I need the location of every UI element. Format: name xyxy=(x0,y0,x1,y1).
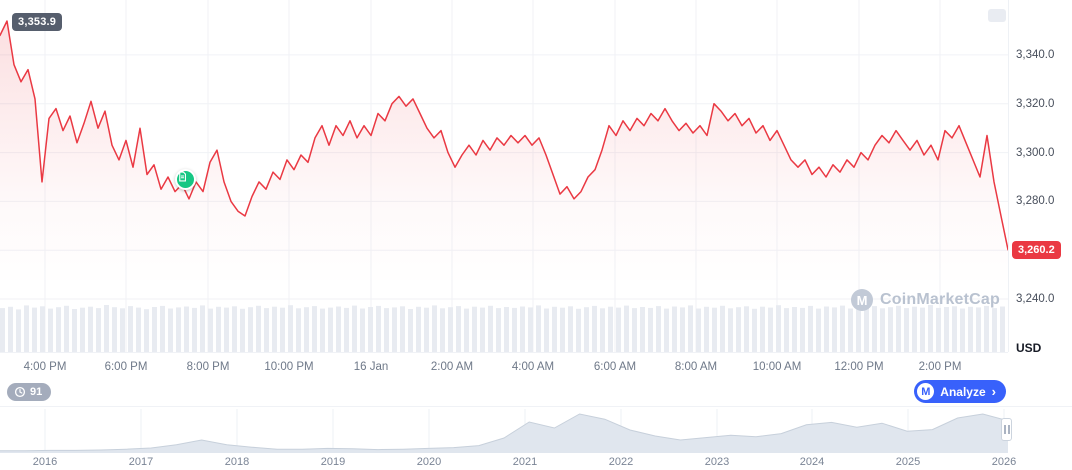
year-tick-label: 2026 xyxy=(991,456,1017,468)
time-tick-label: 12:00 PM xyxy=(834,361,884,373)
chart-corner-handle xyxy=(988,9,1006,22)
price-tick-label: 3,240.0 xyxy=(1016,293,1055,306)
time-tick-label: 4:00 AM xyxy=(511,361,555,373)
year-tick-label: 2023 xyxy=(704,456,730,468)
scrubber-handle[interactable] xyxy=(1001,418,1012,441)
analyze-button[interactable]: M Analyze › xyxy=(914,380,1006,403)
year-tick-label: 2024 xyxy=(799,456,825,468)
year-tick-label: 2020 xyxy=(416,456,442,468)
time-tick-label: 2:00 PM xyxy=(918,361,962,373)
time-tick-label: 10:00 AM xyxy=(752,361,802,373)
chart-controls-row: 91 M Analyze › xyxy=(0,379,1072,406)
chevron-right-icon: › xyxy=(991,384,996,399)
year-tick-label: 2016 xyxy=(32,456,58,468)
time-tick-label: 16 Jan xyxy=(353,361,389,373)
history-mini-chart xyxy=(0,409,1008,453)
price-chart-plot[interactable]: 3,353.9 M CoinMarketCap xyxy=(0,0,1008,353)
currency-label: USD xyxy=(1016,341,1042,355)
watermark-text: CoinMarketCap xyxy=(880,291,1000,308)
time-tick-label: 8:00 PM xyxy=(186,361,230,373)
analyze-label: Analyze xyxy=(940,384,986,399)
annotations-count-badge[interactable]: 91 xyxy=(7,383,52,401)
time-tick-label: 8:00 AM xyxy=(674,361,718,373)
price-tick-label: 3,340.0 xyxy=(1016,48,1055,61)
year-tick-label: 2018 xyxy=(224,456,250,468)
coinmarketcap-watermark: M CoinMarketCap xyxy=(851,289,1000,311)
year-tick-label: 2022 xyxy=(608,456,634,468)
current-price-badge: 3,260.2 xyxy=(1012,240,1061,259)
year-tick-label: 2019 xyxy=(320,456,346,468)
time-tick-label: 4:00 PM xyxy=(23,361,67,373)
year-tick-label: 2021 xyxy=(512,456,538,468)
time-tick-label: 2:00 AM xyxy=(430,361,474,373)
time-tick-label: 6:00 AM xyxy=(593,361,637,373)
price-tick-label: 3,300.0 xyxy=(1016,146,1055,159)
price-tick-label: 3,320.0 xyxy=(1016,97,1055,110)
annotations-count: 91 xyxy=(30,386,43,398)
coinmarketcap-logo-icon: M xyxy=(851,289,874,311)
news-annotation-marker[interactable] xyxy=(174,168,196,190)
year-scrubber[interactable]: 2016 2017 2018 2019 2020 2021 2022 2023 2024 2025… xyxy=(0,406,1072,470)
time-axis: 4:00 PM 6:00 PM 8:00 PM 10:00 PM 16 Jan 2:00 … xyxy=(0,353,1008,379)
document-icon xyxy=(178,171,186,182)
price-line-chart xyxy=(0,0,1008,352)
time-tick-label: 10:00 PM xyxy=(264,361,314,373)
clock-icon xyxy=(14,386,26,398)
time-tick-label: 6:00 PM xyxy=(104,361,148,373)
year-tick-label: 2025 xyxy=(895,456,921,468)
price-axis: 3,260.2 USD 3,340.0 3,320.0 3,300.0 3,280.0… xyxy=(1008,0,1072,355)
price-tick-label: 3,280.0 xyxy=(1016,195,1055,208)
high-price-badge: 3,353.9 xyxy=(12,13,63,31)
year-tick-label: 2017 xyxy=(128,456,154,468)
analyze-logo-icon: M xyxy=(917,383,935,400)
